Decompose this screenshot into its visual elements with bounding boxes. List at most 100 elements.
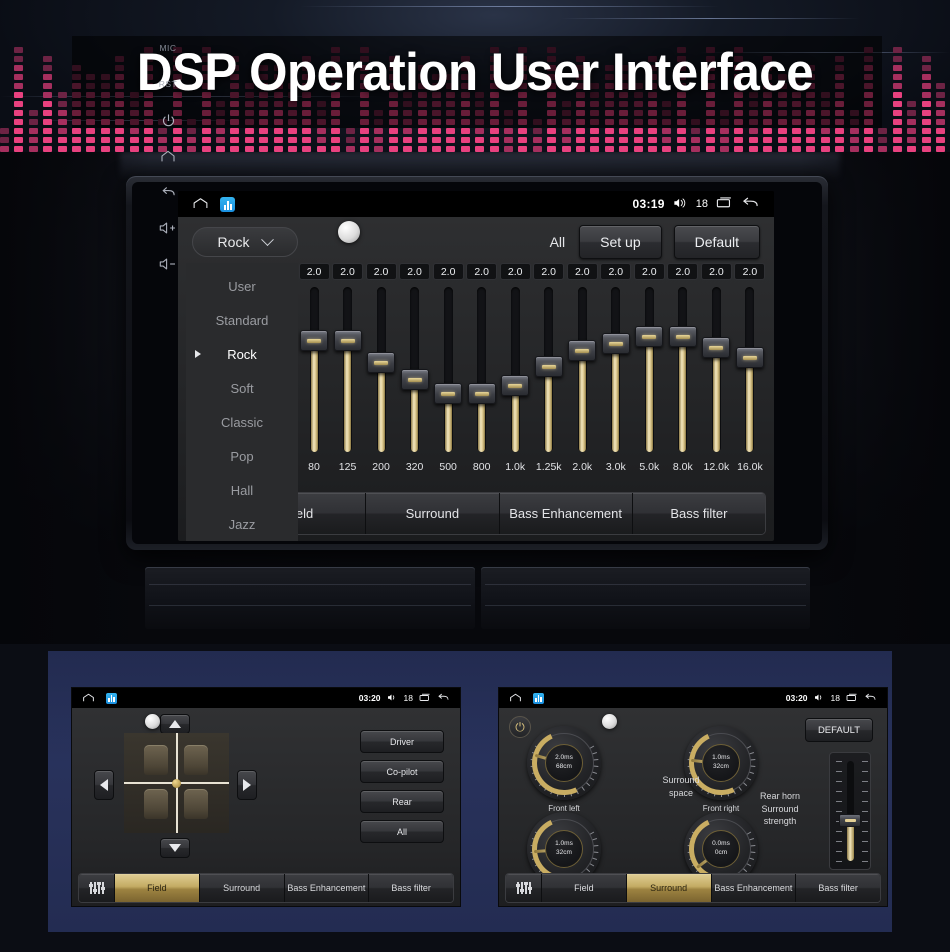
position-button-copilot[interactable]: Co-pilot [360, 760, 444, 783]
eq-band-125[interactable]: 2.0 125 [332, 263, 364, 497]
default-button[interactable]: Default [673, 225, 760, 259]
home-icon[interactable] [140, 138, 196, 174]
back-icon[interactable] [140, 174, 196, 210]
recents-icon[interactable] [419, 693, 431, 704]
home-icon[interactable] [82, 693, 95, 704]
eq-slider-track[interactable] [501, 287, 530, 452]
eq-band-5.0k[interactable]: 2.0 5.0k [633, 263, 665, 497]
eq-slider-track[interactable] [467, 287, 496, 452]
tab-surround[interactable]: Surround [199, 874, 285, 902]
volume-down-icon[interactable] [140, 246, 196, 282]
eq-slider-track[interactable] [534, 287, 563, 452]
home-icon[interactable] [192, 197, 209, 212]
eq-slider-handle[interactable] [501, 375, 530, 396]
eq-slider-handle[interactable] [333, 330, 362, 351]
preset-item-user[interactable]: User [186, 269, 298, 303]
eq-band-2.0k[interactable]: 2.0 2.0k [566, 263, 598, 497]
surround-default-button[interactable]: DEFAULT [804, 718, 873, 742]
eq-slider-handle[interactable] [300, 330, 328, 351]
tab-field[interactable]: Field [542, 874, 627, 902]
tab-surround[interactable]: Surround [626, 874, 712, 902]
field-left-button[interactable] [94, 770, 114, 800]
eq-band-200[interactable]: 2.0 200 [365, 263, 397, 497]
eq-slider-track[interactable] [333, 287, 362, 452]
all-label[interactable]: All [549, 234, 566, 250]
eq-slider-handle[interactable] [467, 383, 496, 404]
eq-slider-track[interactable] [300, 287, 328, 452]
rear-horn-strength-slider[interactable] [829, 752, 871, 870]
field-down-button[interactable] [160, 838, 190, 858]
preset-item-hall[interactable]: Hall [186, 473, 298, 507]
setup-button[interactable]: Set up [579, 225, 662, 259]
eq-slider-handle[interactable] [367, 352, 396, 373]
cabin-seat-diagram[interactable] [124, 733, 229, 833]
tab-bass-filter[interactable]: Bass filter [796, 874, 880, 902]
surround-dial-front-left[interactable]: 2.0ms 68cm Front left [522, 721, 606, 813]
power-icon[interactable] [140, 102, 196, 138]
eq-band-1.25k[interactable]: 2.0 1.25k [533, 263, 565, 497]
recents-icon[interactable] [846, 693, 858, 704]
tab-equalizer[interactable] [79, 874, 115, 902]
eq-slider-handle[interactable] [601, 333, 630, 354]
eq-slider-handle[interactable] [635, 326, 664, 347]
field-up-button[interactable] [160, 714, 190, 734]
tab-bass-filter[interactable]: Bass filter [369, 874, 453, 902]
equalizer-app-icon[interactable] [106, 692, 117, 704]
back-icon[interactable] [437, 693, 450, 704]
back-icon[interactable] [741, 196, 760, 213]
position-button-driver[interactable]: Driver [360, 730, 444, 753]
eq-slider-track[interactable] [367, 287, 396, 452]
eq-band-12.0k[interactable]: 2.0 12.0k [700, 263, 732, 497]
eq-band-3.0k[interactable]: 2.0 3.0k [600, 263, 632, 497]
eq-slider-track[interactable] [434, 287, 463, 452]
preset-item-classic[interactable]: Classic [186, 405, 298, 439]
preset-list[interactable]: User Standard Rock Soft Classic Pop Hall Jazz [186, 263, 298, 541]
eq-slider-track[interactable] [735, 287, 764, 452]
power-icon[interactable]: ⏻ [509, 716, 531, 738]
eq-slider-track[interactable] [702, 287, 731, 452]
preset-item-jazz[interactable]: Jazz [186, 507, 298, 541]
eq-slider-handle[interactable] [668, 326, 697, 347]
eq-band-500[interactable]: 2.0 500 [432, 263, 464, 497]
slider-handle[interactable] [839, 814, 861, 827]
preset-item-standard[interactable]: Standard [186, 303, 298, 337]
eq-band-1.0k[interactable]: 2.0 1.0k [499, 263, 531, 497]
eq-slider-track[interactable] [568, 287, 597, 452]
eq-band-16.0k[interactable]: 2.0 16.0k [734, 263, 766, 497]
eq-slider-handle[interactable] [434, 383, 463, 404]
eq-slider-handle[interactable] [568, 340, 597, 361]
surround-dial-front-right[interactable]: 1.0ms 32cm Front right [679, 721, 763, 813]
eq-band-80[interactable]: 2.0 80 [298, 263, 330, 497]
tab-equalizer[interactable] [506, 874, 542, 902]
eq-slider-handle[interactable] [400, 369, 429, 390]
volume-up-icon[interactable] [140, 210, 196, 246]
eq-band-320[interactable]: 2.0 320 [399, 263, 431, 497]
back-icon[interactable] [864, 693, 877, 704]
eq-band-8.0k[interactable]: 2.0 8.0k [667, 263, 699, 497]
position-button-all[interactable]: All [360, 820, 444, 843]
equalizer-app-icon[interactable] [533, 692, 544, 704]
eq-slider-handle[interactable] [534, 356, 563, 377]
tab-field[interactable]: Field [115, 874, 200, 902]
tab-surround[interactable]: Surround [366, 493, 500, 534]
preset-item-soft[interactable]: Soft [186, 371, 298, 405]
eq-slider-track[interactable] [668, 287, 697, 452]
tab-bass-enhancement[interactable]: Bass Enhancement [284, 874, 370, 902]
eq-slider-track[interactable] [601, 287, 630, 452]
preset-item-pop[interactable]: Pop [186, 439, 298, 473]
eq-slider-track[interactable] [635, 287, 664, 452]
field-position-dot[interactable] [172, 778, 181, 788]
home-icon[interactable] [509, 693, 522, 704]
field-right-button[interactable] [237, 770, 257, 800]
position-button-rear[interactable]: Rear [360, 790, 444, 813]
recents-icon[interactable] [716, 196, 733, 212]
eq-slider-track[interactable] [400, 287, 429, 452]
tab-bass-enhancement[interactable]: Bass Enhancement [499, 493, 633, 534]
preset-item-rock[interactable]: Rock [186, 337, 298, 371]
eq-slider-handle[interactable] [735, 347, 764, 368]
tab-bass-filter[interactable]: Bass filter [632, 493, 765, 534]
eq-slider-handle[interactable] [702, 337, 731, 358]
tab-bass-enhancement[interactable]: Bass Enhancement [711, 874, 797, 902]
eq-band-800[interactable]: 2.0 800 [466, 263, 498, 497]
equalizer-app-icon[interactable] [220, 196, 235, 212]
